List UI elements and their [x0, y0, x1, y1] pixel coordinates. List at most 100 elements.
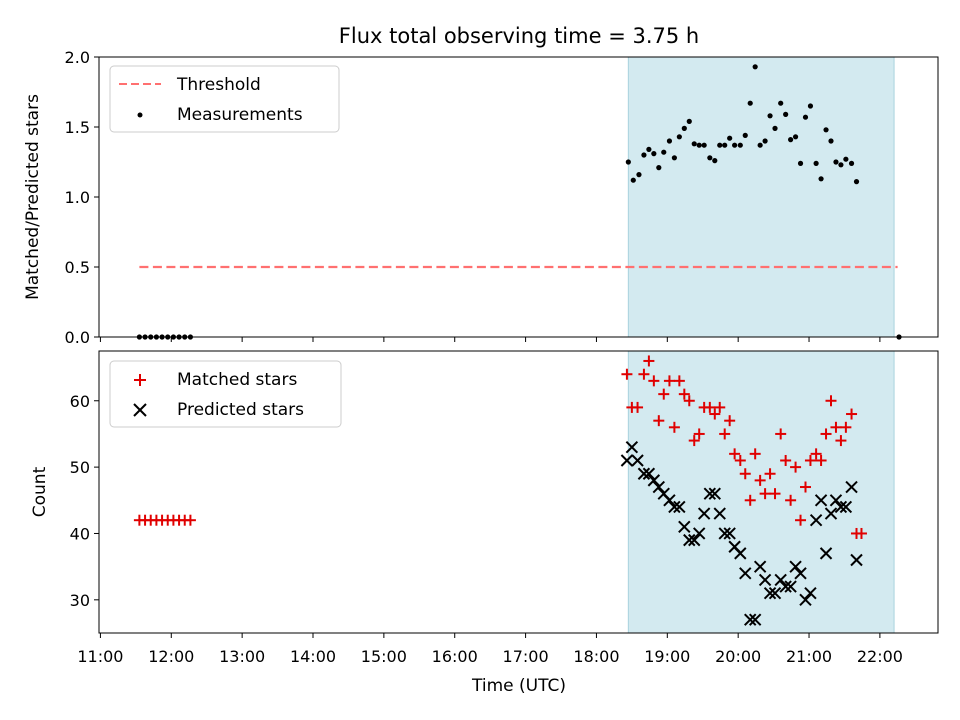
predicted-star-marker: [850, 553, 863, 567]
x-tick-label: 20:00: [715, 647, 761, 666]
predicted-marker-stroke: [692, 527, 706, 540]
measurement-point: [742, 132, 748, 138]
matched-star-marker: [678, 388, 690, 400]
ratio-legend-box: [109, 65, 340, 133]
matched-star-marker: [724, 415, 736, 427]
measurement-point: [630, 177, 636, 183]
measurement-point: [727, 135, 733, 141]
matched-star-marker: [815, 454, 827, 466]
ratio-y-axis-label: Matched/Predicted stars: [23, 94, 43, 300]
measurement-point: [676, 134, 682, 140]
predicted-star-marker: [718, 527, 731, 540]
predicted-marker-stroke: [789, 560, 802, 573]
count-y-axis-label: Count: [30, 466, 50, 517]
x-tick-label: 21:00: [786, 647, 832, 666]
predicted-marker-stroke: [753, 560, 767, 573]
predicted-marker-stroke: [688, 533, 701, 547]
predicted-star-marker: [834, 500, 848, 514]
measurement-point: [833, 159, 839, 165]
measurement-point: [701, 142, 707, 148]
predicted-marker-stroke: [744, 613, 757, 626]
legend-predicted-swatch: [133, 403, 147, 417]
measurement-point: [747, 100, 753, 106]
predicted-marker-stroke: [703, 487, 717, 500]
measurement-point: [813, 160, 819, 166]
predicted-star-marker: [697, 507, 711, 520]
measurement-point: [853, 179, 860, 185]
predicted-marker-stroke: [668, 500, 681, 514]
measurement-point: [641, 152, 647, 158]
measurement-point: [712, 158, 718, 164]
x-tick-label: 16:00: [432, 647, 478, 666]
measurement-point: [656, 165, 662, 171]
x-tick-label: 14:00: [290, 647, 336, 666]
measurement-point: [818, 176, 824, 182]
matched-star-marker: [668, 421, 680, 433]
matched-star-marker: [855, 527, 867, 539]
ratio-observing-window: [627, 56, 895, 338]
measurement-point: [732, 142, 738, 148]
matched-star-marker: [658, 388, 670, 400]
predicted-star-marker: [652, 480, 666, 494]
predicted-marker-stroke: [829, 494, 843, 507]
matched-star-marker: [734, 454, 746, 466]
predicted-star-marker: [814, 494, 828, 507]
measurement-point: [686, 118, 692, 124]
predicted-star-marker: [668, 500, 681, 514]
predicted-marker-stroke: [657, 487, 670, 500]
x-axis-label: Time (UTC): [471, 676, 566, 696]
matched-star-marker: [780, 454, 792, 466]
predicted-marker-stroke: [652, 480, 666, 494]
predicted-star-marker: [692, 527, 706, 540]
x-tick-label: 17:00: [503, 647, 549, 666]
predicted-star-marker: [809, 513, 823, 527]
predicted-marker-stroke: [814, 494, 828, 507]
chart-title: Flux total observing time = 3.75 h: [339, 24, 699, 48]
predicted-marker-stroke: [697, 507, 711, 520]
predicted-marker-stroke: [728, 540, 741, 553]
matched-star-marker: [653, 415, 665, 427]
matched-star-marker: [184, 514, 196, 526]
matched-star-marker: [799, 481, 811, 493]
matched-star-marker: [621, 368, 633, 380]
count-legend: Matched stars Predicted stars: [109, 360, 342, 428]
predicted-star-marker: [713, 507, 726, 520]
count-panel: 11:00 12:00 13:00 14:00 15:00 16:00 17:00 18:00…: [30, 350, 939, 696]
predicted-marker-stroke: [834, 500, 848, 514]
matched-star-marker: [764, 468, 776, 480]
predicted-marker-stroke: [718, 527, 731, 540]
x-tick-label: 18:00: [573, 647, 619, 666]
predicted-marker-stroke: [734, 547, 747, 560]
matched-star-marker: [810, 448, 822, 460]
legend-matched-swatch: [134, 374, 146, 386]
measurement-point: [671, 155, 677, 161]
predicted-star-marker: [620, 454, 634, 467]
predicted-marker-stroke: [804, 586, 817, 600]
ratio-y-tick-label: 1.5: [65, 118, 90, 137]
predicted-star-marker: [758, 573, 772, 587]
predicted-marker-stroke: [784, 580, 797, 593]
predicted-star-marker: [683, 533, 696, 547]
measurement-point: [696, 142, 702, 148]
x-tick-label: 13:00: [219, 647, 265, 666]
legend-matched-label: Matched stars: [177, 370, 297, 390]
legend-threshold-label: Threshold: [176, 75, 261, 95]
measurement-point: [691, 141, 697, 147]
measurement-point: [636, 172, 642, 178]
measurement-point: [783, 111, 789, 117]
predicted-marker-stroke: [839, 500, 853, 514]
predicted-star-marker: [819, 547, 833, 560]
matched-star-marker: [835, 435, 847, 447]
predicted-marker-stroke: [620, 454, 634, 467]
count-y-tick-label: 60: [70, 392, 90, 411]
count-y-tick-label: 30: [70, 591, 90, 610]
predicted-marker-stroke: [673, 500, 686, 514]
predicted-marker-stroke: [763, 586, 777, 600]
predicted-star-marker: [774, 573, 787, 587]
predicted-star-marker: [784, 580, 797, 593]
predicted-star-marker: [734, 547, 747, 560]
predicted-star-marker: [678, 520, 691, 534]
predicted-marker-stroke: [739, 567, 752, 580]
ratio-y-tick-label: 0.5: [65, 258, 90, 277]
matched-star-marker: [688, 435, 700, 447]
